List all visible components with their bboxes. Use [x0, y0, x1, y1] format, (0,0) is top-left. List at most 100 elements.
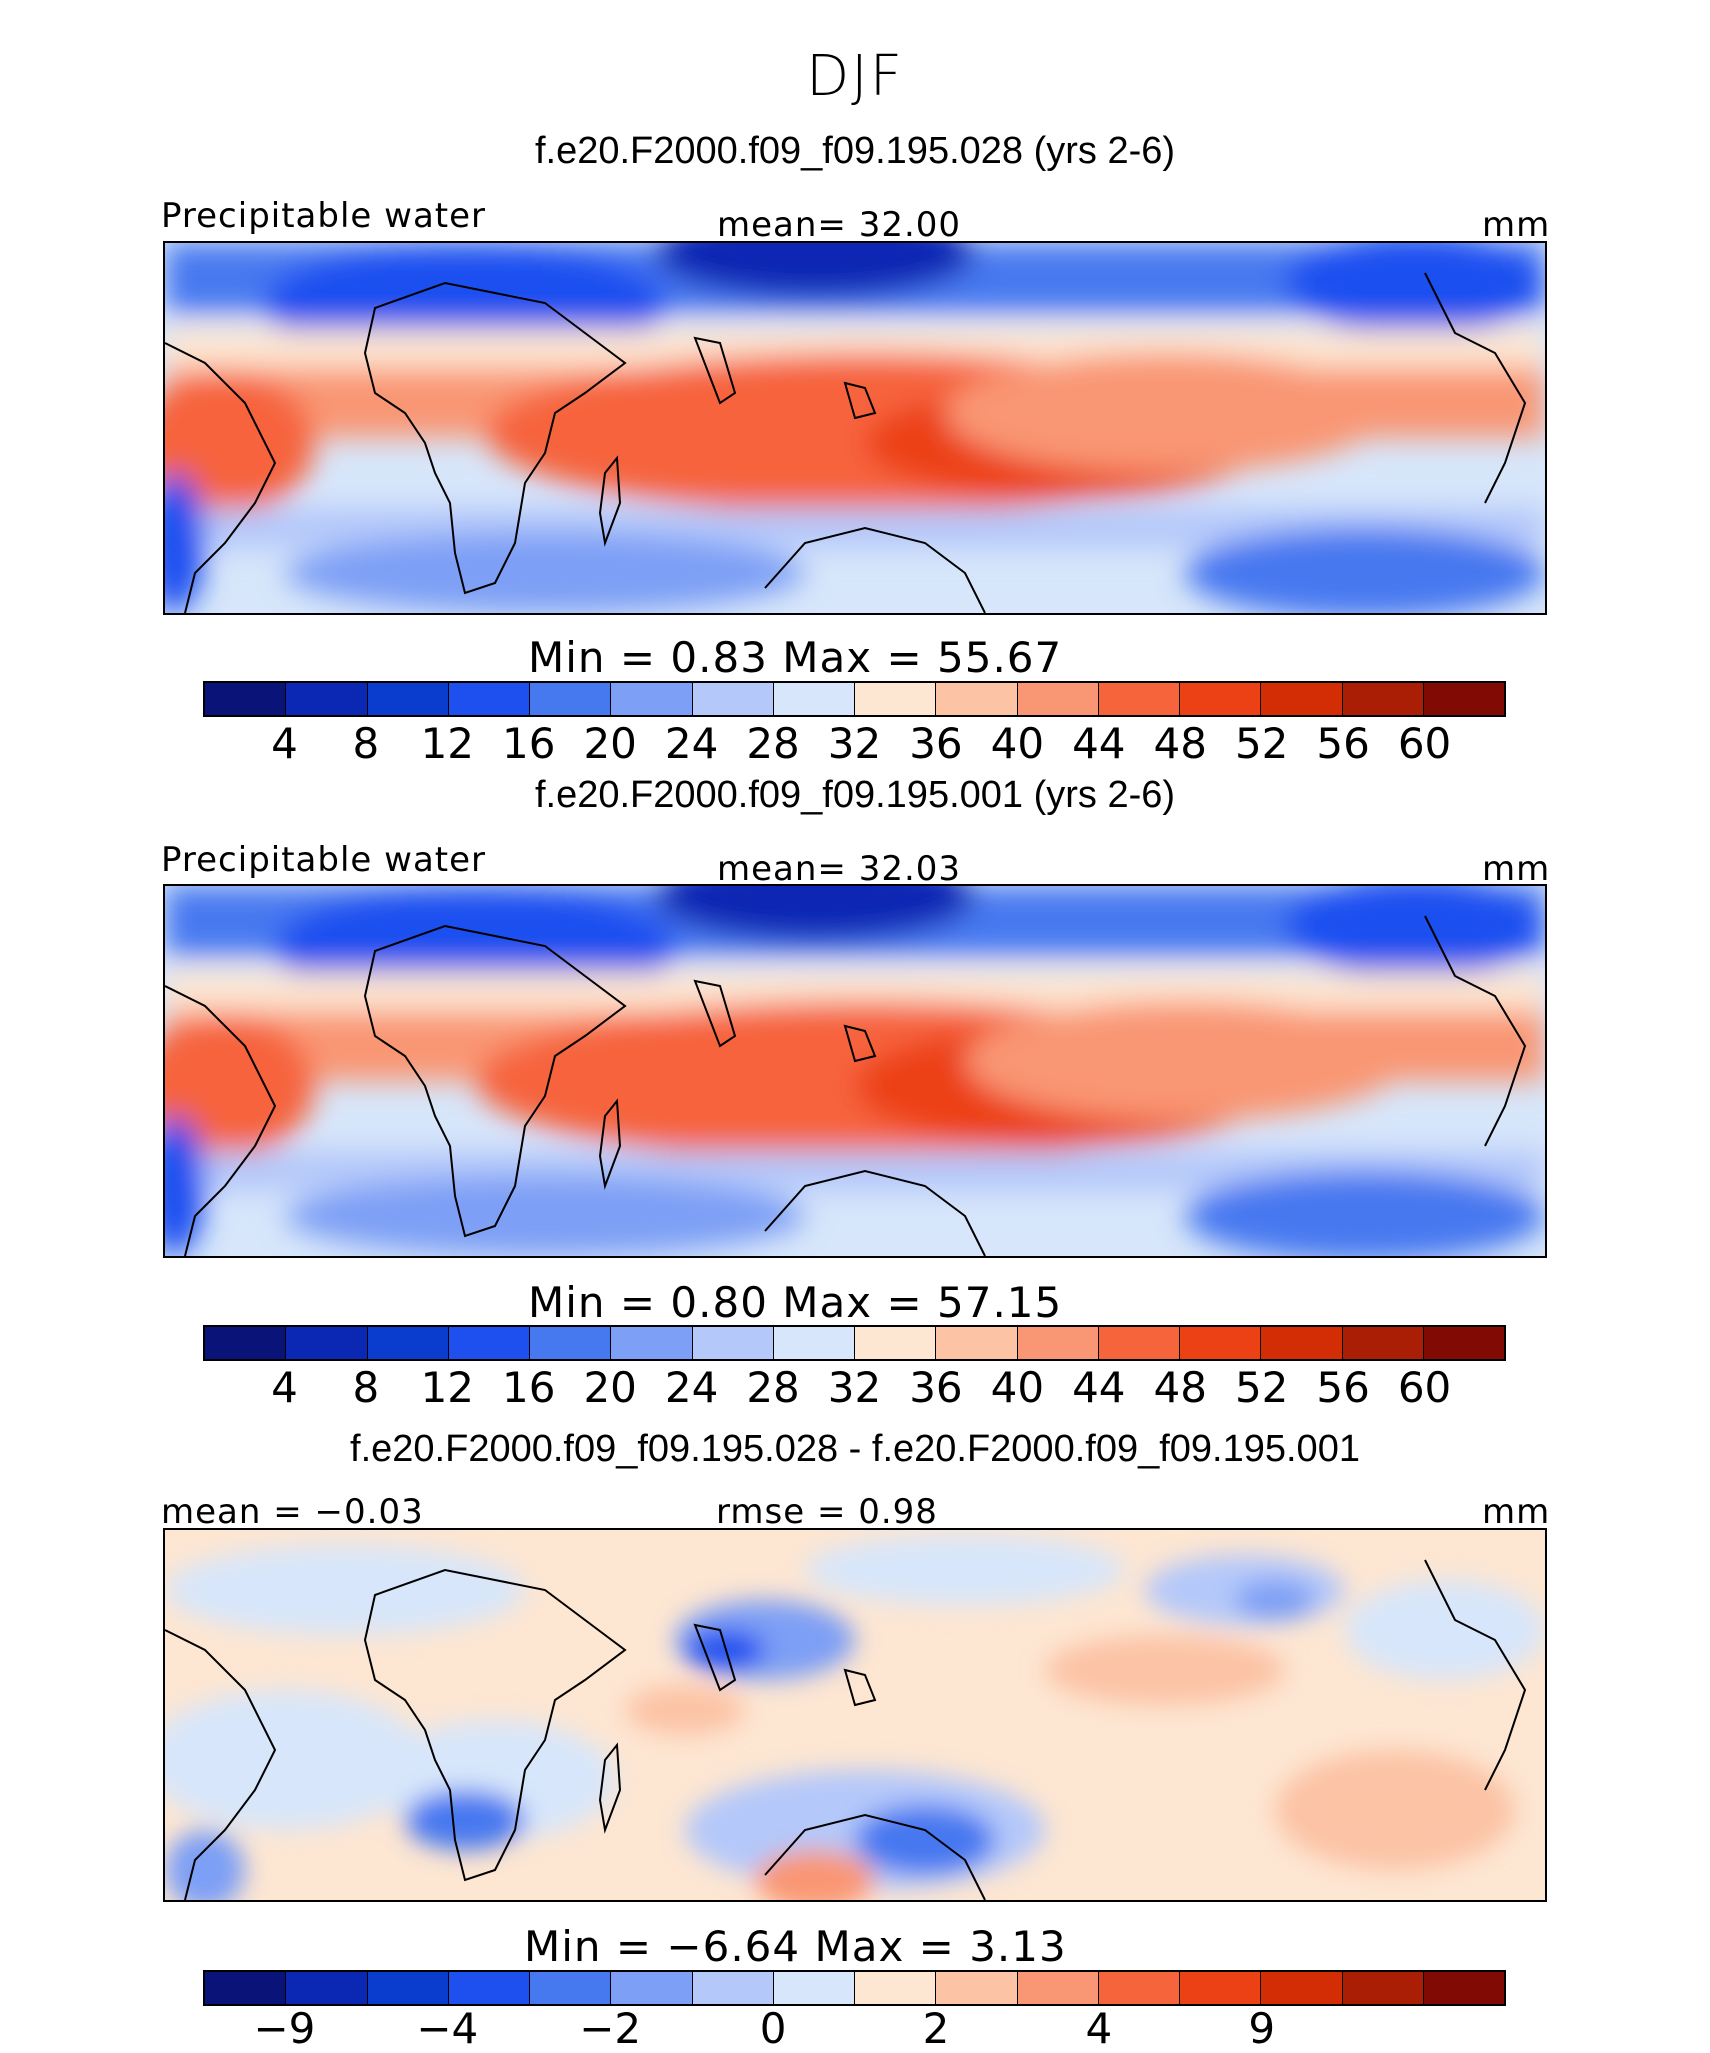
colorbar-tick-label: 12 [420, 719, 475, 768]
colorbar-tick-label: 28 [746, 1363, 800, 1412]
colorbar-tick-label: 36 [909, 1363, 963, 1412]
colorbar-tick-label: 52 [1234, 719, 1289, 768]
panel3-map [163, 1528, 1547, 1902]
colorbar-tick-label: −9 [253, 2004, 316, 2053]
panel2-colorbar [203, 1325, 1506, 1361]
colorbar-swatch [692, 1972, 774, 2004]
colorbar-swatch [692, 1327, 774, 1359]
colorbar-tick-label: 4 [271, 1363, 298, 1412]
colorbar-tick-label: 60 [1397, 1363, 1452, 1412]
panel3-mean-label: mean = −0.03 [161, 1492, 424, 1532]
panel3-units: mm [1482, 1492, 1551, 1532]
colorbar-tick-label: 8 [352, 719, 380, 768]
colorbar-swatch [1098, 1972, 1180, 2004]
panel1-units: mm [1482, 205, 1551, 245]
colorbar-swatch [1261, 1972, 1343, 2004]
colorbar-tick-label: 12 [420, 1363, 475, 1412]
colorbar-swatch [1423, 683, 1504, 715]
colorbar-swatch [936, 1972, 1018, 2004]
colorbar-tick-label: 40 [990, 719, 1045, 768]
panel1-variable-label: Precipitable water [161, 196, 487, 236]
colorbar-swatch [448, 1972, 530, 2004]
colorbar-swatch [1342, 1972, 1424, 2004]
colorbar-swatch [530, 683, 612, 715]
colorbar-swatch [1180, 1972, 1262, 2004]
panel3-title: f.e20.F2000.f09_f09.195.028 - f.e20.F200… [350, 1428, 1360, 1470]
colorbar-tick-label: 2 [922, 2004, 950, 2053]
colorbar-tick-label: 28 [746, 719, 800, 768]
colorbar-tick-label: 44 [1072, 1363, 1126, 1412]
colorbar-swatch [855, 683, 937, 715]
colorbar-swatch [1423, 1327, 1504, 1359]
colorbar-tick-label: 60 [1397, 719, 1452, 768]
panel3-minmax: Min = −6.64 Max = 3.13 [524, 1922, 1067, 1971]
colorbar-tick-label: 16 [502, 719, 556, 768]
colorbar-swatch [1180, 1327, 1262, 1359]
colorbar-swatch [286, 1327, 368, 1359]
panel1-colorbar [203, 681, 1506, 717]
season-title: DJF [806, 44, 904, 109]
panel1-title: f.e20.F2000.f09_f09.195.028 (yrs 2-6) [534, 130, 1176, 172]
colorbar-swatch [1261, 1327, 1343, 1359]
colorbar-swatch [1342, 1327, 1424, 1359]
colorbar-swatch [1017, 683, 1099, 715]
colorbar-tick-label: 20 [583, 1363, 637, 1412]
colorbar-swatch [1098, 683, 1180, 715]
colorbar-swatch [1423, 1972, 1504, 2004]
colorbar-tick-label: −2 [579, 2004, 642, 2053]
colorbar-swatch [855, 1972, 937, 2004]
colorbar-tick-label: 4 [1085, 2004, 1113, 2053]
colorbar-tick-label: −4 [416, 2004, 479, 2053]
colorbar-tick-label: 48 [1153, 1363, 1207, 1412]
colorbar-swatch [773, 1972, 855, 2004]
colorbar-swatch [936, 683, 1018, 715]
colorbar-swatch [611, 683, 693, 715]
colorbar-swatch [448, 1327, 530, 1359]
panel2-map [163, 884, 1547, 1258]
panel1-mean-label: mean= 32.00 [717, 205, 962, 245]
colorbar-tick-label: 9 [1248, 2004, 1276, 2053]
colorbar-swatch [367, 1327, 449, 1359]
colorbar-swatch [611, 1972, 693, 2004]
panel2-variable-label: Precipitable water [161, 840, 487, 880]
colorbar-swatch [1261, 683, 1343, 715]
colorbar-tick-label: 24 [664, 719, 719, 768]
colorbar-swatch [1017, 1972, 1099, 2004]
colorbar-tick-label: 48 [1153, 719, 1207, 768]
colorbar-swatch [205, 1327, 287, 1359]
colorbar-swatch [773, 1327, 855, 1359]
colorbar-swatch [1342, 683, 1424, 715]
colorbar-swatch [611, 1327, 693, 1359]
colorbar-tick-label: 56 [1316, 1363, 1370, 1412]
colorbar-tick-label: 52 [1234, 1363, 1289, 1412]
colorbar-swatch [773, 683, 855, 715]
panel3-rmse-label: rmse = 0.98 [716, 1492, 938, 1532]
panel3-colorbar [203, 1970, 1506, 2006]
colorbar-swatch [367, 1972, 449, 2004]
colorbar-tick-label: 32 [827, 1363, 882, 1412]
colorbar-swatch [367, 683, 449, 715]
colorbar-tick-label: 56 [1316, 719, 1370, 768]
colorbar-swatch [530, 1327, 612, 1359]
colorbar-swatch [286, 1972, 368, 2004]
colorbar-tick-label: 44 [1072, 719, 1126, 768]
colorbar-swatch [936, 1327, 1018, 1359]
colorbar-tick-label: 36 [909, 719, 963, 768]
colorbar-tick-label: 16 [502, 1363, 556, 1412]
colorbar-swatch [692, 683, 774, 715]
panel2-mean-label: mean= 32.03 [717, 849, 962, 889]
colorbar-swatch [1098, 1327, 1180, 1359]
panel1-minmax: Min = 0.83 Max = 55.67 [528, 633, 1063, 682]
panel2-title: f.e20.F2000.f09_f09.195.001 (yrs 2-6) [534, 774, 1176, 816]
colorbar-tick-label: 20 [583, 719, 637, 768]
colorbar-tick-label: 40 [990, 1363, 1045, 1412]
colorbar-swatch [1017, 1327, 1099, 1359]
colorbar-tick-label: 4 [271, 719, 298, 768]
colorbar-tick-label: 8 [352, 1363, 380, 1412]
colorbar-swatch [530, 1972, 612, 2004]
colorbar-swatch [286, 683, 368, 715]
colorbar-tick-label: 32 [827, 719, 882, 768]
panel2-minmax: Min = 0.80 Max = 57.15 [528, 1278, 1063, 1327]
colorbar-tick-label: 0 [759, 2004, 787, 2053]
colorbar-swatch [205, 1972, 287, 2004]
